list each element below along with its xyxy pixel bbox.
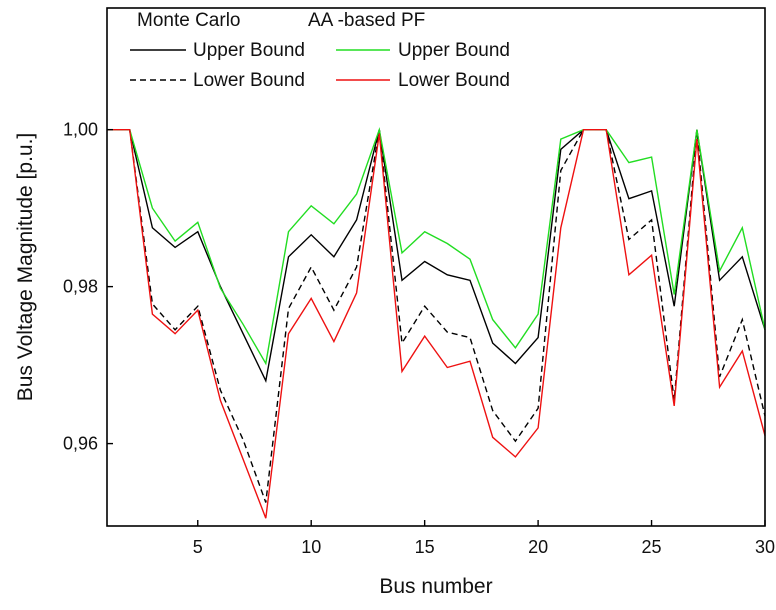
x-axis-label: Bus number [379, 575, 492, 598]
legend-label-aa-upper: Upper Bound [398, 40, 510, 61]
series-line-3 [107, 128, 766, 519]
series-line-1 [107, 128, 766, 503]
y-tick-label: 0,96 [63, 434, 98, 454]
legend-group-title-aa-based-pf: AA -based PF [308, 10, 425, 31]
x-tick-label: 15 [415, 537, 435, 557]
plot-frame [106, 7, 766, 527]
x-tick-label: 10 [301, 537, 321, 557]
legend-label-mc-upper: Upper Bound [193, 40, 305, 61]
x-tick-label: 20 [528, 537, 548, 557]
x-tick-label: 25 [642, 537, 662, 557]
legend-label-mc-lower: Lower Bound [193, 70, 305, 91]
legend: Monte Carlo AA -based PF Upper Bound Low… [130, 10, 510, 91]
y-tick-label: 0,98 [63, 277, 98, 297]
axes-layer: 5 10 15 20 25 30 0,96 0,98 1,00 [63, 7, 775, 557]
series-layer [107, 126, 766, 519]
y-axis-label: Bus Voltage Magnitude [p.u.] [14, 133, 37, 402]
series-line-2 [107, 126, 766, 366]
x-tick-label: 30 [755, 537, 775, 557]
legend-group-title-monte-carlo: Monte Carlo [137, 10, 241, 31]
x-tick-label: 5 [193, 537, 203, 557]
y-tick-label: 1,00 [63, 120, 98, 140]
legend-label-aa-lower: Lower Bound [398, 70, 510, 91]
